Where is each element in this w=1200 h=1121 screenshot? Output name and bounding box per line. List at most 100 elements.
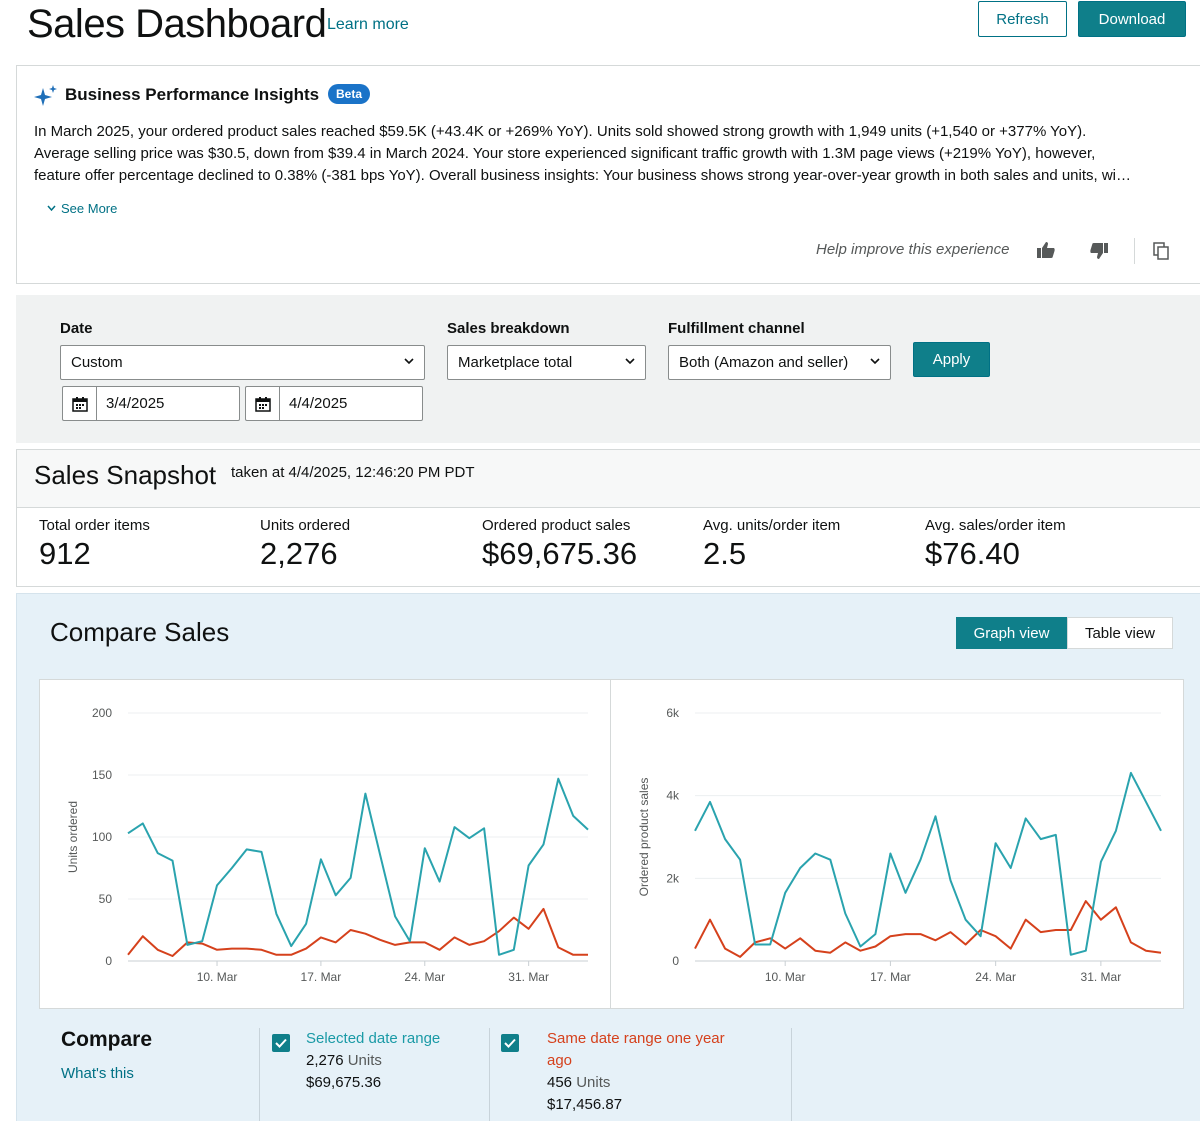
channel-label: Fulfillment channel <box>668 320 805 337</box>
graph-view-toggle[interactable]: Graph view <box>956 617 1067 649</box>
apply-button[interactable]: Apply <box>913 342 990 377</box>
chevron-down-icon <box>47 205 56 212</box>
calendar-icon[interactable] <box>63 387 97 420</box>
sales-breakdown-select[interactable]: Marketplace total <box>447 345 646 380</box>
insights-text: In March 2025, your ordered product sale… <box>34 121 1192 187</box>
x-tick-label: 17. Mar <box>301 970 342 984</box>
end-date-field[interactable]: 4/4/2025 <box>245 386 423 421</box>
y-tick-label: 4k <box>666 789 680 803</box>
copy-icon[interactable] <box>1153 242 1169 260</box>
insights-line-3: feature offer percentage declined to 0.3… <box>34 167 1132 184</box>
check-icon <box>504 1038 516 1048</box>
check-icon <box>275 1038 287 1048</box>
previous-range-label-cont: ago <box>547 1052 573 1069</box>
charts-panel <box>39 679 1184 1009</box>
metric-label: Ordered product sales <box>482 517 631 534</box>
whats-this-link[interactable]: What's this <box>61 1065 134 1082</box>
x-tick-label: 10. Mar <box>197 970 238 984</box>
series-line <box>127 777 589 956</box>
y-tick-label: 2k <box>666 871 680 885</box>
thumbs-down-icon[interactable] <box>1089 242 1109 260</box>
series-line <box>694 900 1162 958</box>
breakdown-label: Sales breakdown <box>447 320 570 337</box>
legend-divider <box>489 1028 490 1121</box>
start-date-value: 3/4/2025 <box>106 395 165 412</box>
compare-sales-title: Compare Sales <box>50 617 230 647</box>
selected-units-value: 2,276 <box>306 1052 344 1069</box>
previous-range-units: 456 Units <box>547 1072 610 1094</box>
page-title: Sales Dashboard <box>27 2 327 46</box>
thumbs-up-icon[interactable] <box>1036 241 1056 259</box>
metric-label: Total order items <box>39 517 150 534</box>
metric-value: 912 <box>39 536 91 571</box>
ordered-product-sales-chart: 0 2k 4k 6k 10. Mar 17. Mar 24. Mar 31. Mar Order… <box>637 706 1162 984</box>
date-range-value: Custom <box>71 354 123 371</box>
units-ordered-chart: 0 50 100 150 200 10. Mar 17. Mar 24. Mar 31. Mar… <box>66 706 589 984</box>
y-tick-label: 200 <box>92 706 112 720</box>
chevron-down-icon <box>625 358 635 365</box>
learn-more-link[interactable]: Learn more <box>327 16 409 33</box>
previous-range-checkbox[interactable] <box>501 1034 519 1052</box>
selected-range-sales: $69,675.36 <box>306 1074 382 1091</box>
refresh-button[interactable]: Refresh <box>978 1 1067 37</box>
date-label: Date <box>60 320 93 337</box>
metric-label: Avg. units/order item <box>703 517 841 534</box>
insights-line-2: Average selling price was $30.5, down fr… <box>34 145 1096 162</box>
calendar-icon[interactable] <box>246 387 280 420</box>
metric-label: Avg. sales/order item <box>925 517 1066 534</box>
selected-range-checkbox[interactable] <box>272 1034 290 1052</box>
end-date-value: 4/4/2025 <box>289 395 348 412</box>
snapshot-header <box>16 449 1200 508</box>
feedback-prompt: Help improve this experience <box>816 241 1010 258</box>
beta-badge: Beta <box>328 84 371 104</box>
snapshot-title: Sales Snapshot <box>34 460 217 490</box>
previous-units-value: 456 <box>547 1074 573 1091</box>
selected-range-units: 2,276 Units <box>306 1050 382 1072</box>
see-more-link[interactable]: See More <box>61 201 118 216</box>
snapshot-timestamp: taken at 4/4/2025, 12:46:20 PM PDT <box>231 464 475 481</box>
x-tick-label: 24. Mar <box>404 970 445 984</box>
table-view-toggle[interactable]: Table view <box>1067 617 1173 649</box>
fulfillment-channel-value: Both (Amazon and seller) <box>679 354 849 371</box>
x-tick-label: 17. Mar <box>870 970 911 984</box>
y-tick-label: 50 <box>99 892 113 906</box>
sparkle-icon <box>34 85 57 106</box>
y-tick-label: 150 <box>92 768 112 782</box>
insights-card <box>16 65 1200 284</box>
previous-range-label: Same date range one year <box>547 1030 725 1047</box>
y-tick-label: 100 <box>92 830 112 844</box>
y-tick-label: 0 <box>105 954 112 968</box>
previous-units-suffix: Units <box>576 1074 611 1091</box>
insights-line-1: In March 2025, your ordered product sale… <box>34 123 1087 140</box>
download-button[interactable]: Download <box>1078 1 1186 37</box>
y-axis-label: Units ordered <box>66 801 80 873</box>
previous-range-sales: $17,456.87 <box>547 1096 623 1113</box>
series-line <box>127 907 588 957</box>
compare-heading: Compare <box>61 1028 153 1051</box>
fulfillment-channel-select[interactable]: Both (Amazon and seller) <box>668 345 891 380</box>
chevron-down-icon <box>404 358 414 365</box>
y-tick-label: 6k <box>666 706 680 720</box>
y-axis-label: Ordered product sales <box>637 778 651 897</box>
chevron-down-icon <box>870 358 880 365</box>
selected-range-label: Selected date range <box>306 1030 441 1047</box>
selected-units-suffix: Units <box>347 1052 382 1069</box>
x-tick-label: 31. Mar <box>508 970 549 984</box>
feedback-divider <box>1134 238 1135 264</box>
insights-title: Business Performance Insights <box>65 85 320 104</box>
y-tick-label: 0 <box>672 954 679 968</box>
metric-value: $69,675.36 <box>482 536 638 571</box>
metric-value: $76.40 <box>925 536 1020 571</box>
series-line <box>694 771 1162 956</box>
x-tick-label: 10. Mar <box>765 970 806 984</box>
x-tick-label: 24. Mar <box>975 970 1016 984</box>
metric-value: 2,276 <box>260 536 338 571</box>
date-range-select[interactable]: Custom <box>60 345 425 380</box>
legend-divider <box>791 1028 792 1121</box>
legend-divider <box>259 1028 260 1121</box>
x-tick-label: 31. Mar <box>1081 970 1122 984</box>
charts-divider <box>610 680 611 1008</box>
sales-breakdown-value: Marketplace total <box>458 354 573 371</box>
start-date-field[interactable]: 3/4/2025 <box>62 386 240 421</box>
metric-label: Units ordered <box>260 517 351 534</box>
